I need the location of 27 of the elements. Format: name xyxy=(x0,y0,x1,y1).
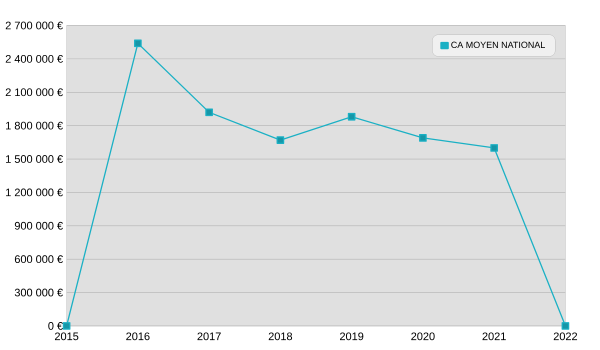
x-tick-label: 2017 xyxy=(197,332,221,340)
point xyxy=(205,108,213,116)
point xyxy=(490,144,498,152)
legend-label: CA MOYEN NATIONAL xyxy=(451,42,545,48)
point xyxy=(419,134,427,142)
point xyxy=(276,136,284,144)
y-tick-label: 1 500 000 € xyxy=(6,155,63,163)
y-tick-label: 900 000 € xyxy=(14,222,63,230)
point xyxy=(134,39,142,48)
y-tick-label: 2 100 000 € xyxy=(6,88,63,96)
y-tick-label: 300 000 € xyxy=(14,288,63,296)
y-tick-label: 600 000 € xyxy=(14,255,63,264)
x-tick-label: 2016 xyxy=(126,332,150,340)
y-tick-label: 1 800 000 € xyxy=(6,122,63,130)
x-tick-label: 2022 xyxy=(554,332,578,340)
y-tick-label: 2 400 000 € xyxy=(6,55,63,63)
x-tick-label: 2019 xyxy=(340,332,364,340)
x-tick-label: 2015 xyxy=(54,332,78,340)
point xyxy=(62,322,70,330)
point xyxy=(562,322,570,330)
x-tick-label: 2020 xyxy=(411,332,435,340)
y-tick-label: 1 200 000 € xyxy=(6,188,63,196)
x-tick-label: 2018 xyxy=(268,332,292,340)
point xyxy=(348,112,356,121)
y-tick-label: 2 700 000 € xyxy=(6,22,63,30)
y-tick-label: 0 € xyxy=(48,322,63,330)
x-tick-label: 2021 xyxy=(482,332,506,340)
